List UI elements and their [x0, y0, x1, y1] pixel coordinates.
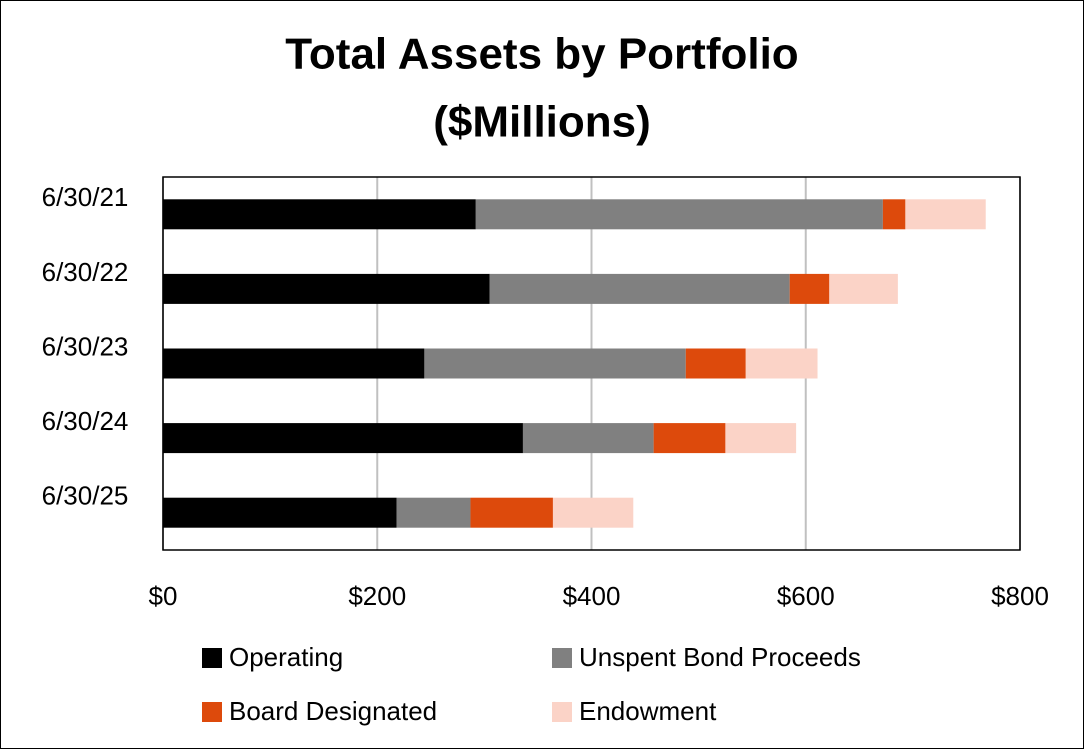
bar-segment [552, 497, 634, 528]
legend-label: Unspent Bond Proceeds [579, 642, 861, 672]
y-tick-label: 6/30/22 [42, 257, 129, 287]
chart-title: Total Assets by Portfolio [285, 30, 798, 79]
legend-swatch [552, 702, 572, 722]
bar-segment [163, 273, 490, 304]
x-tick-label: $200 [348, 581, 406, 611]
legend-swatch [202, 648, 222, 668]
legend-label: Operating [229, 642, 343, 672]
bar-segment [163, 497, 397, 528]
bar-segment [396, 497, 471, 528]
bar-segment [489, 273, 790, 304]
x-tick-label: $0 [149, 581, 178, 611]
bar-segment [905, 199, 986, 230]
bar-segment [653, 423, 726, 454]
y-tick-label: 6/30/24 [42, 406, 129, 436]
bar-segment [475, 199, 883, 230]
plot-frame [162, 176, 1021, 551]
chart-title: ($Millions) [433, 98, 651, 147]
y-tick-label: 6/30/23 [42, 331, 129, 361]
bar-segment [163, 423, 523, 454]
bar-segment [882, 199, 906, 230]
legend-label: Endowment [579, 696, 717, 726]
x-tick-label: $800 [991, 581, 1049, 611]
y-tick-label: 6/30/25 [42, 481, 129, 511]
bar-segment [745, 348, 818, 379]
bar-segment [829, 273, 898, 304]
bar-segment [789, 273, 830, 304]
legend-swatch [552, 648, 572, 668]
bar-segment [725, 423, 797, 454]
bar-segment [163, 348, 425, 379]
legend-swatch [202, 702, 222, 722]
y-tick-label: 6/30/21 [42, 182, 129, 212]
bar-segment [685, 348, 746, 379]
x-tick-label: $600 [777, 581, 835, 611]
bar-segment [424, 348, 686, 379]
bar-segment [522, 423, 654, 454]
bar-segment [470, 497, 553, 528]
bar-segment [163, 199, 476, 230]
x-tick-label: $400 [563, 581, 621, 611]
legend-label: Board Designated [229, 696, 437, 726]
